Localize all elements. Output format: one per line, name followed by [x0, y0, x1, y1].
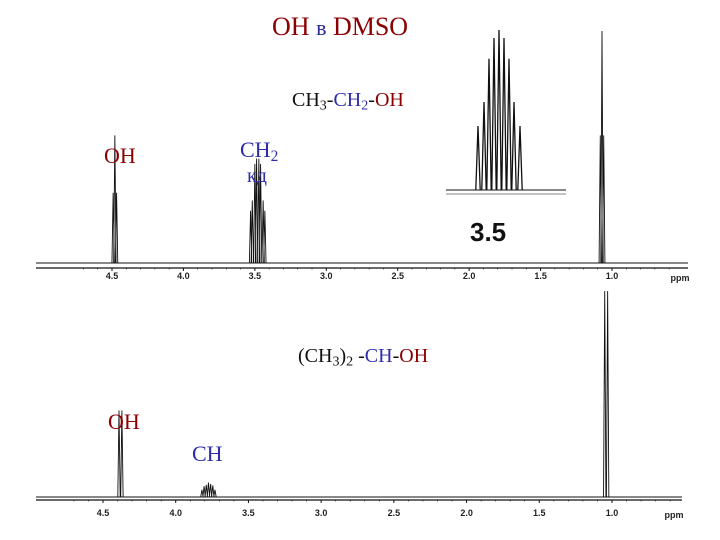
x-tick-label-bottom: 3.0 — [315, 508, 328, 518]
inset-peak-line — [491, 37, 497, 191]
x-tick-label-bottom: 2.5 — [388, 508, 401, 518]
peak-line-top-0 — [111, 192, 115, 264]
x-tick-label-bottom: 1.0 — [606, 508, 619, 518]
x-tick-label-bottom: 2.0 — [460, 508, 473, 518]
x-axis-label-top: ppm — [671, 273, 690, 283]
ch-label: CH — [192, 441, 223, 466]
peak-line-bottom-1 — [202, 486, 206, 498]
peak-line-top-1 — [261, 200, 265, 264]
x-tick-label-top: 2.0 — [463, 271, 476, 281]
oh-label-bottom: OH — [108, 409, 140, 434]
inset-peak-line — [506, 58, 512, 191]
inset-ppm-label: 3.5 — [470, 217, 507, 247]
inset-peak-line — [501, 37, 507, 191]
ethanol-formula: CH3-CH2-OH — [292, 89, 404, 114]
chart-title: OH в DMSO — [272, 12, 409, 41]
peak-line-bottom-2 — [603, 290, 607, 498]
x-tick-label-top: 3.0 — [320, 271, 333, 281]
inset-peak-line — [481, 101, 487, 191]
peak-line-top-1 — [253, 163, 257, 264]
peak-line-bottom-1 — [200, 489, 204, 498]
peak-line-bottom-1 — [208, 483, 213, 498]
inset-peak-line — [511, 101, 517, 191]
peak-line-top-1 — [248, 210, 253, 264]
inset-peak-line — [486, 58, 492, 191]
inset-peak-line — [496, 29, 502, 191]
isopropanol-formula: (CH3)2 -CH-OH — [298, 345, 429, 370]
oh-label-top: OH — [104, 143, 136, 168]
ch2-multiplicity-label: кд — [247, 165, 267, 187]
peak-line-top-1 — [257, 158, 261, 264]
x-tick-label-top: 4.0 — [177, 271, 190, 281]
peak-line-bottom-0 — [120, 410, 124, 498]
x-tick-label-bottom: 3.5 — [242, 508, 255, 518]
peak-line-bottom-0 — [117, 410, 121, 498]
x-tick-label-top: 3.5 — [249, 271, 262, 281]
x-tick-label-top: 1.0 — [606, 271, 619, 281]
peak-line-bottom-1 — [211, 485, 215, 498]
x-tick-label-bottom: 4.5 — [97, 508, 110, 518]
peak-line-bottom-1 — [206, 482, 211, 498]
peak-line-bottom-2 — [605, 290, 610, 498]
x-axis-label-bottom: ppm — [665, 510, 684, 520]
x-tick-label-bottom: 4.0 — [169, 508, 182, 518]
ch2-label: CH2 — [240, 137, 279, 165]
inset-peak-line — [475, 125, 481, 191]
x-tick-label-top: 2.5 — [391, 271, 404, 281]
peak-line-top-2 — [598, 135, 602, 264]
peak-line-bottom-1 — [204, 484, 208, 498]
x-tick-label-bottom: 1.5 — [533, 508, 546, 518]
x-tick-label-top: 1.5 — [534, 271, 547, 281]
inset-peak-line — [517, 125, 523, 191]
x-tick-label-top: 4.5 — [106, 271, 119, 281]
